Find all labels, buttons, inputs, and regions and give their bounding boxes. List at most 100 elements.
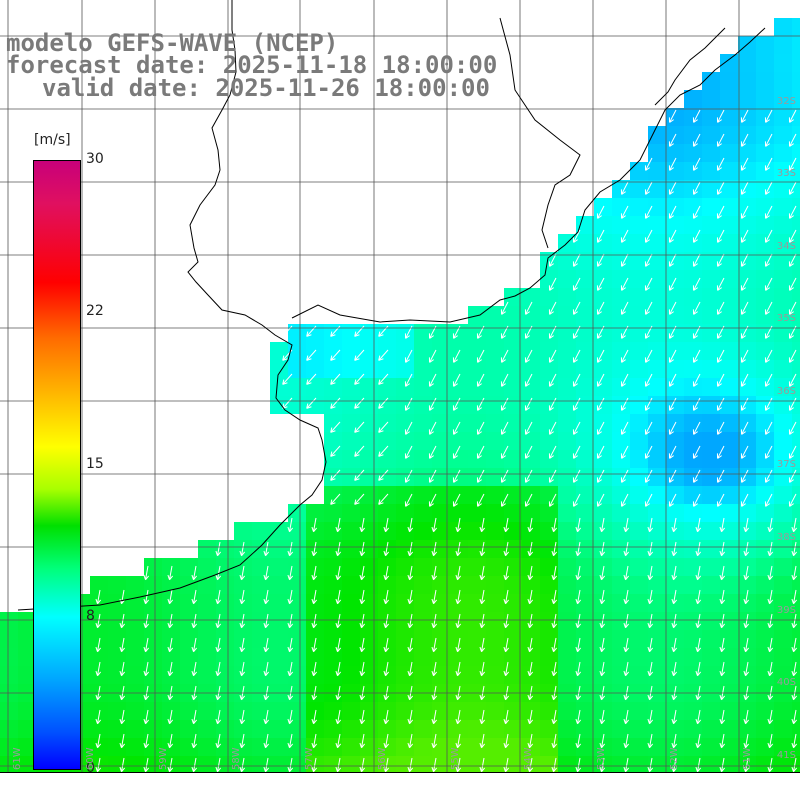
wind-speed-cell (576, 216, 594, 234)
wind-speed-cell (306, 558, 324, 576)
wind-speed-cell (414, 360, 432, 378)
wind-speed-cell (396, 324, 414, 342)
wind-speed-cell (756, 450, 774, 468)
wind-speed-cell (558, 450, 576, 468)
wind-speed-cell (684, 90, 702, 108)
wind-speed-cell (450, 324, 468, 342)
wind-vector-arrow (428, 349, 437, 363)
wind-speed-cell (90, 648, 108, 666)
wind-speed-cell (738, 594, 756, 612)
wind-speed-cell (702, 612, 720, 630)
wind-vector-arrow (671, 565, 678, 581)
wind-speed-cell (702, 594, 720, 612)
wind-speed-cell (792, 378, 800, 396)
wind-speed-cell (594, 378, 612, 396)
wind-vector-arrow (767, 757, 774, 772)
wind-vector-arrow (716, 349, 725, 363)
wind-vector-arrow (455, 637, 462, 653)
wind-speed-cell (720, 432, 738, 450)
wind-speed-cell (648, 288, 666, 306)
wind-vector-arrow (476, 349, 485, 363)
wind-vector-arrow (404, 469, 413, 483)
wind-vector-arrow (503, 661, 510, 677)
wind-vector-arrow (378, 373, 389, 385)
wind-vector-arrow (671, 589, 678, 605)
wind-speed-cell (162, 702, 180, 720)
wind-vector-arrow (692, 301, 701, 315)
wind-vector-arrow (743, 757, 750, 772)
wind-speed-cell (756, 540, 774, 558)
wind-speed-cell (270, 702, 288, 720)
wind-vector-arrow (623, 733, 630, 749)
wind-speed-cell (396, 396, 414, 414)
wind-vector-arrow (740, 109, 749, 123)
wind-speed-cell (594, 234, 612, 252)
wind-speed-cell (720, 450, 738, 468)
wind-speed-cell (432, 648, 450, 666)
wind-vector-arrow (143, 757, 150, 772)
wind-speed-cell (522, 522, 540, 540)
wind-speed-cell (522, 738, 540, 756)
wind-speed-cell (720, 342, 738, 360)
wind-speed-cell (648, 342, 666, 360)
wind-speed-cell (720, 180, 738, 198)
wind-speed-cell (558, 324, 576, 342)
wind-speed-cell (306, 594, 324, 612)
wind-vector-arrow (692, 421, 701, 435)
wind-vector-arrow (479, 541, 486, 557)
wind-speed-cell (756, 306, 774, 324)
wind-vector-arrow (791, 613, 798, 629)
wind-speed-cell (756, 54, 774, 72)
colorbar-tick-0: 0 (86, 760, 95, 776)
wind-vector-arrow (404, 349, 413, 363)
wind-vector-arrow (306, 373, 317, 385)
wind-speed-cell (738, 666, 756, 684)
wind-speed-cell (792, 612, 800, 630)
wind-vector-arrow (668, 277, 677, 291)
wind-vector-arrow (548, 349, 557, 363)
wind-speed-cell (486, 576, 504, 594)
wind-speed-cell (360, 720, 378, 738)
wind-speed-cell (540, 522, 558, 540)
wind-speed-cell (774, 486, 792, 504)
wind-speed-cell (198, 558, 216, 576)
wind-speed-cell (0, 720, 18, 738)
wind-speed-cell (288, 396, 306, 414)
wind-speed-cell (792, 648, 800, 666)
wind-vector-arrow (407, 517, 414, 533)
wind-vector-arrow (644, 397, 653, 411)
wind-vector-arrow (551, 637, 558, 653)
wind-speed-cell (666, 738, 684, 756)
wind-vector-arrow (572, 421, 581, 435)
wind-vector-arrow (527, 637, 534, 653)
wind-vector-arrow (599, 565, 606, 581)
wind-vector-arrow (716, 397, 725, 411)
wind-vector-arrow (311, 709, 318, 725)
wind-speed-cell (648, 126, 666, 144)
wind-speed-cell (594, 576, 612, 594)
wind-speed-cell (774, 252, 792, 270)
wind-speed-cell (684, 702, 702, 720)
wind-speed-cell (522, 288, 540, 306)
wind-speed-cell (306, 522, 324, 540)
wind-speed-cell (288, 522, 306, 540)
wind-speed-cell (684, 360, 702, 378)
wind-vector-arrow (671, 541, 678, 557)
wind-vector-arrow (215, 613, 222, 629)
wind-speed-cell (666, 630, 684, 648)
wind-speed-cell (486, 594, 504, 612)
wind-speed-cell (234, 522, 252, 540)
wind-speed-cell (720, 216, 738, 234)
wind-vector-arrow (623, 541, 630, 557)
wind-vector-arrow (623, 589, 630, 605)
wind-vector-arrow (167, 613, 174, 629)
wind-vector-arrow (500, 493, 509, 507)
wind-vector-arrow (692, 277, 701, 291)
wind-vector-arrow (575, 637, 582, 653)
wind-speed-cell (0, 648, 18, 666)
wind-vector-arrow (95, 661, 102, 677)
wind-speed-cell (720, 576, 738, 594)
wind-vector-arrow (455, 517, 462, 533)
wind-speed-cell (288, 594, 306, 612)
wind-speed-cell (702, 540, 720, 558)
